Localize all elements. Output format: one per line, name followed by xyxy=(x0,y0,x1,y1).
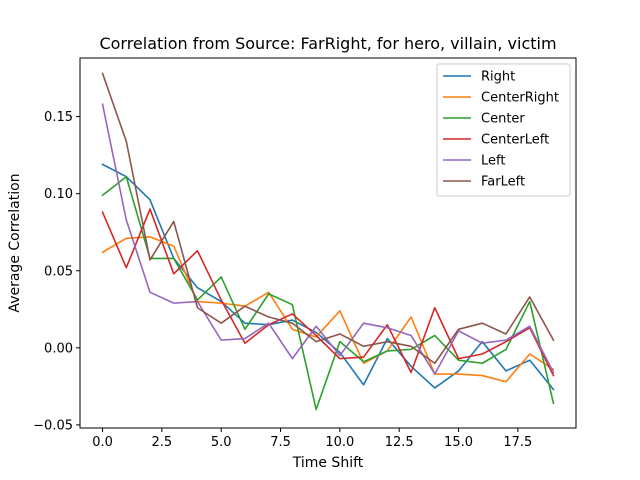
plot-frame xyxy=(79,57,577,429)
series-line-centerleft xyxy=(101,208,555,377)
x-tick-label: 0.0 xyxy=(92,435,113,450)
legend-label-left: Left xyxy=(481,154,505,169)
y-tick-label: 0.10 xyxy=(44,187,73,202)
plot-area: 0.0 2.5 5.0 7.5 10.0 12.5 15.0 17.5 −0.05 0.00 0.0… xyxy=(33,57,577,450)
x-tick-label: 12.5 xyxy=(385,435,414,450)
x-tick-label: 10.0 xyxy=(325,435,354,450)
chart-title: Correlation from Source: FarRight, for h… xyxy=(99,34,556,53)
legend-label-farleft: FarLeft xyxy=(481,175,525,190)
x-axis-label: Time Shift xyxy=(292,455,364,471)
x-tick-label: 2.5 xyxy=(152,435,173,450)
legend-label-centerright: CenterRight xyxy=(481,91,559,106)
legend-label-center: Center xyxy=(481,112,525,127)
y-tick-label: 0.00 xyxy=(44,341,73,356)
y-tick-label: −0.05 xyxy=(33,418,73,433)
x-tick-label: 17.5 xyxy=(503,435,532,450)
series-line-center xyxy=(101,175,555,411)
x-tick-label: 5.0 xyxy=(211,435,232,450)
legend-label-centerleft: CenterLeft xyxy=(481,133,549,148)
series-line-centerright xyxy=(101,236,555,383)
y-axis-label: Average Correlation xyxy=(7,173,23,312)
x-tick-label: 7.5 xyxy=(270,435,291,450)
y-tick-label: 0.05 xyxy=(44,264,73,279)
series-line-left xyxy=(101,103,555,375)
series-line-farleft xyxy=(101,72,555,365)
legend: Right CenterRight Center CenterLeft Left FarL… xyxy=(436,63,571,197)
legend-label-right: Right xyxy=(481,70,515,85)
x-tick-label: 15.0 xyxy=(444,435,473,450)
y-tick-label: 0.15 xyxy=(44,110,73,125)
series-line-right xyxy=(101,163,555,391)
